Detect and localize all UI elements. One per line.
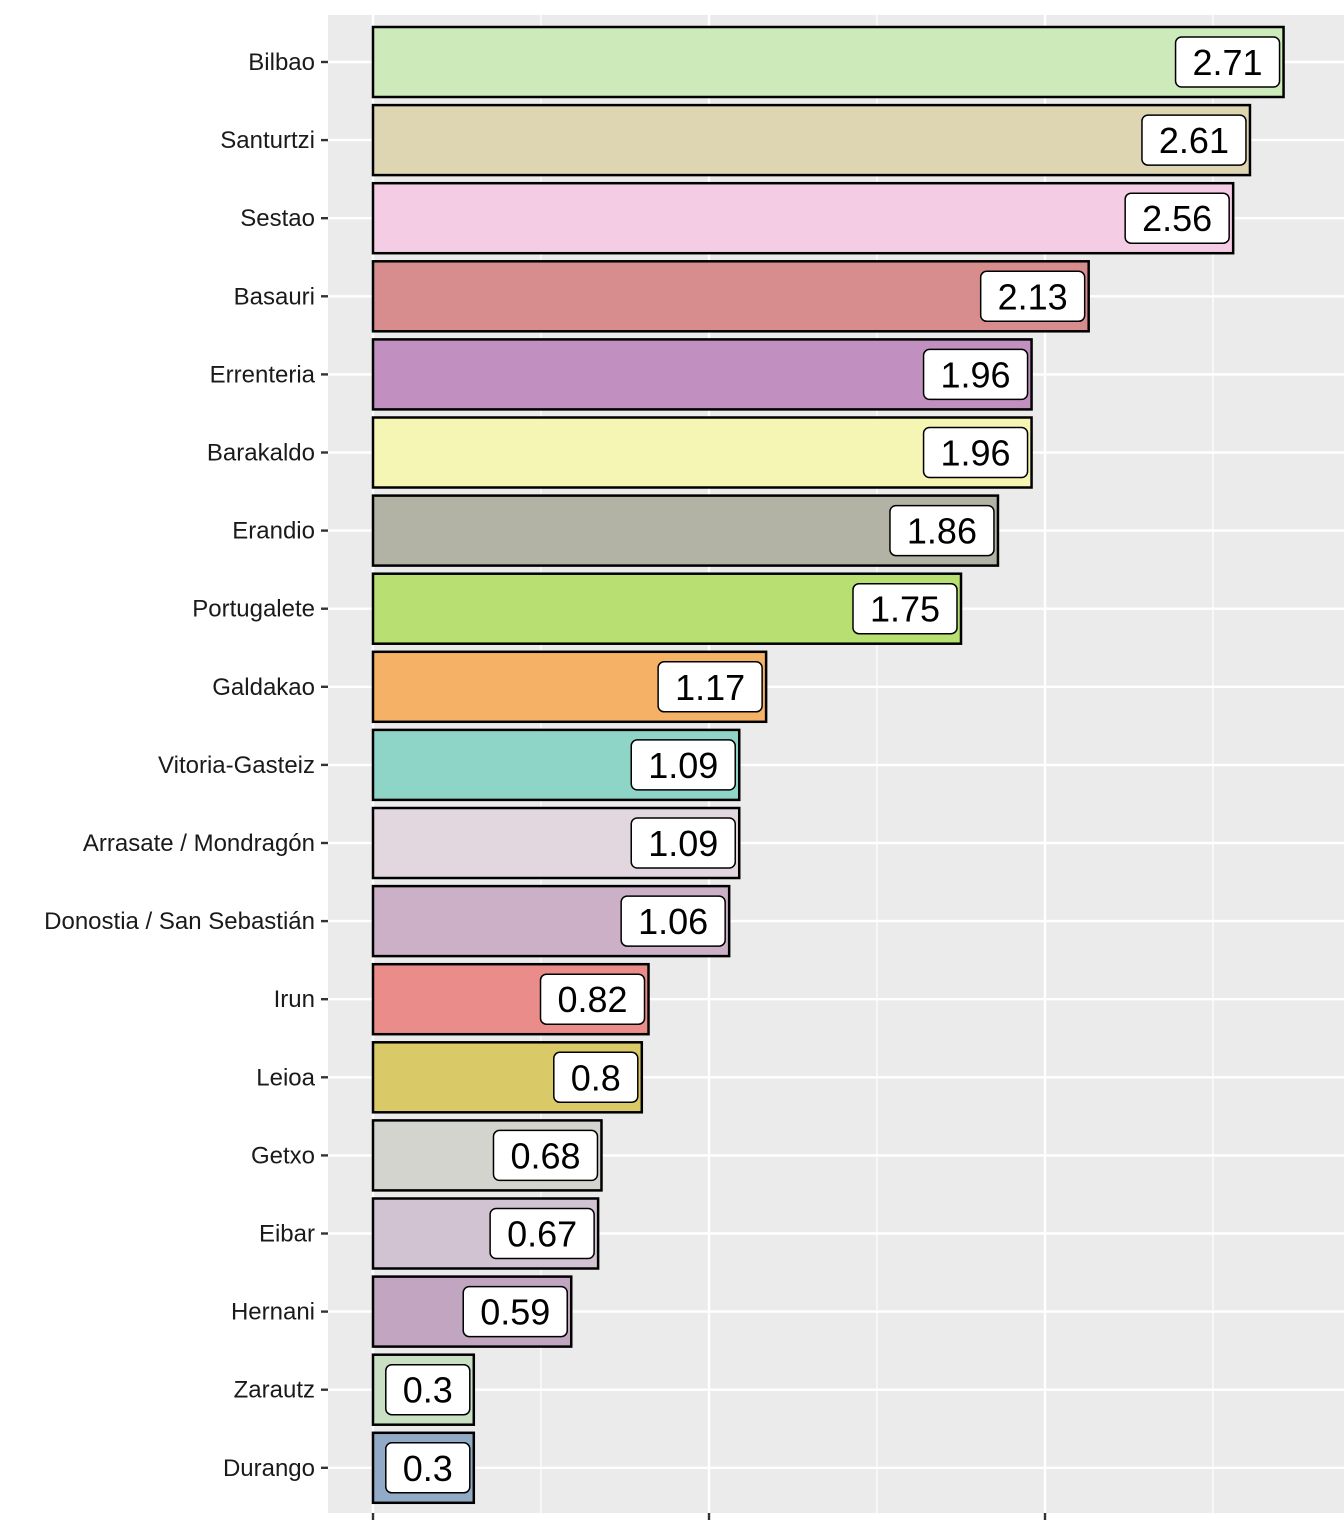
y-tick-label: Arrasate / Mondragón [83,830,315,857]
data-label: 0.59 [480,1292,550,1333]
y-tick-label: Bilbao [248,49,315,76]
data-label: 1.09 [648,823,718,864]
y-tick-label: Donostia / San Sebastián [44,908,315,935]
data-label-box [539,973,646,1025]
data-label: 0.67 [507,1214,577,1255]
data-label: 2.71 [1193,42,1263,83]
data-label-box [979,270,1086,323]
data-label: 2.61 [1159,120,1229,161]
y-tick-label: Leioa [256,1064,315,1091]
y-tick-label: Portugalete [192,596,315,623]
y-tick-label: Durango [223,1455,315,1482]
data-label-box [620,895,726,947]
data-label: 0.82 [557,979,627,1020]
data-label-box [657,661,763,713]
y-tick-label: Getxo [251,1142,315,1169]
data-label-box [385,1442,471,1494]
bar [371,338,1033,411]
data-label: 2.13 [998,276,1068,317]
data-label-box [1141,114,1247,166]
data-label: 1.17 [675,667,745,708]
y-tick-label: Galdakao [212,674,315,701]
data-label: 2.56 [1142,198,1212,239]
y-tick-label: Barakaldo [207,440,315,467]
bar [371,181,1235,255]
y-tick-label: Vitoria-Gasteiz [158,752,315,779]
data-label-box [385,1363,471,1416]
data-label-box [492,1129,599,1182]
data-label-box [852,582,958,635]
bar [371,103,1252,177]
data-label: 0.3 [403,1448,453,1489]
data-label-box [922,426,1029,479]
data-label: 1.75 [870,589,940,630]
y-tick-label: Sestao [240,205,315,232]
y-tick-label: Eibar [259,1221,315,1248]
y-tick-label: Zarautz [234,1377,315,1404]
data-label-box [462,1285,568,1338]
bar [371,25,1285,99]
bar [371,260,1090,333]
data-label: 1.86 [907,511,977,552]
data-label-box [1124,192,1230,244]
data-label: 0.8 [571,1057,621,1098]
y-tick-label: Erandio [232,518,315,545]
data-label: 0.68 [510,1135,580,1176]
data-label: 1.06 [638,901,708,942]
data-label-box [489,1207,595,1260]
y-tick-label: Errenteria [210,361,316,388]
bar [371,416,1033,489]
y-tick-label: Santurtzi [220,127,315,154]
data-label: 1.09 [648,745,718,786]
y-tick-label: Irun [274,986,315,1013]
data-label-box [889,504,995,557]
data-label-box [1174,36,1281,88]
data-label-box [553,1051,639,1104]
data-label-box [630,817,736,869]
y-tick-label: Hernani [231,1299,315,1326]
data-label-box [922,348,1029,401]
data-label: 1.96 [941,354,1011,395]
data-label: 0.3 [403,1370,453,1411]
y-tick-label: Basauri [234,283,315,310]
data-label: 1.96 [941,433,1011,474]
data-label-box [630,739,736,791]
